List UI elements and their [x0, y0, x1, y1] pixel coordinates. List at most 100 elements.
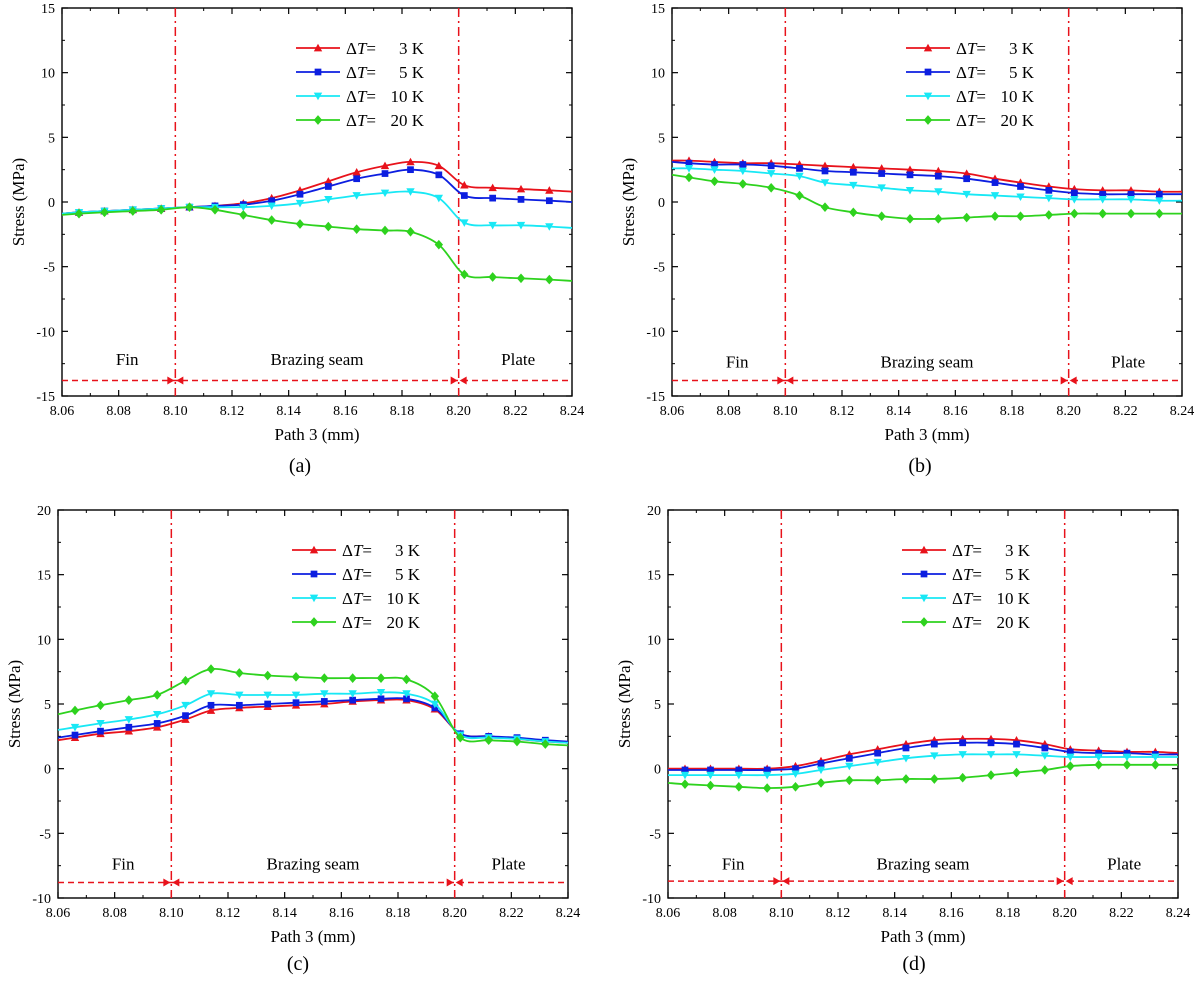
series-3k	[61, 157, 573, 216]
data-point	[1151, 753, 1160, 762]
x-tick-label: 8.18	[390, 404, 415, 419]
data-point	[267, 215, 276, 225]
data-point	[1012, 767, 1021, 778]
data-point	[434, 239, 444, 250]
data-point	[377, 695, 385, 703]
region-arrows	[668, 877, 1178, 886]
series-5k	[668, 739, 1179, 774]
data-point	[680, 779, 690, 790]
data-point	[207, 701, 215, 709]
y-tick-label: -5	[43, 261, 55, 276]
data-point	[873, 758, 882, 767]
legend-marker	[924, 68, 932, 76]
y-axis-label: Stress (MPa)	[5, 660, 24, 748]
data-point	[545, 197, 553, 205]
data-point	[817, 760, 825, 767]
x-tick-label: 8.22	[503, 404, 528, 419]
data-point	[958, 772, 967, 783]
data-point	[1017, 183, 1024, 190]
legend-marker	[310, 570, 318, 578]
data-point	[124, 726, 134, 735]
series-line	[671, 167, 1183, 202]
data-point	[878, 170, 886, 177]
data-point	[460, 219, 469, 227]
x-tick-label: 8.10	[159, 906, 184, 921]
legend-label: ΔT= 10 K	[956, 87, 1035, 106]
y-tick-label: 0	[654, 763, 661, 778]
data-point	[934, 166, 943, 175]
data-point	[1044, 210, 1054, 220]
data-point	[235, 691, 244, 700]
y-tick-label: 10	[647, 633, 661, 648]
data-point	[1127, 190, 1135, 198]
data-point	[320, 698, 328, 705]
data-point	[684, 165, 694, 173]
y-tick-label: 0	[44, 763, 51, 778]
x-tick-label: 8.10	[163, 404, 188, 419]
data-point	[406, 157, 415, 166]
data-point	[239, 210, 248, 220]
data-point	[156, 204, 166, 215]
region-label-fin: Fin	[722, 855, 745, 874]
region-label-plate: Plate	[492, 855, 526, 874]
y-tick-label: 15	[651, 2, 665, 17]
x-tick-label: 8.24	[560, 404, 585, 419]
data-point	[70, 705, 80, 716]
data-point	[991, 179, 999, 186]
data-point	[406, 226, 415, 237]
data-point	[349, 696, 357, 704]
x-tick-label: 8.20	[1056, 404, 1081, 419]
y-axis-ticks: -10 -5 0 5 10 15 20	[32, 504, 568, 907]
y-axis-ticks: -15 -10 -5 0 5 10 15	[646, 2, 1182, 405]
data-point	[849, 181, 858, 190]
data-point	[963, 175, 971, 183]
legend-label: ΔT= 3 K	[342, 541, 421, 560]
data-point	[877, 211, 886, 222]
x-tick-label: 8.18	[386, 906, 411, 921]
data-point	[268, 197, 276, 205]
legend-label: ΔT= 5 K	[346, 63, 425, 82]
data-point	[821, 167, 829, 175]
legend-marker	[923, 43, 933, 52]
data-point	[185, 202, 194, 213]
chart-panel-a: 8.06 8.08 8.10 8.12 8.14 8.16 8.18 8.20 8.22 8.24…	[9, 2, 584, 477]
region-arrow-head	[455, 878, 463, 887]
x-tick-label: 8.16	[333, 404, 358, 419]
data-point	[128, 206, 138, 216]
data-point	[484, 735, 493, 746]
data-point	[849, 207, 858, 218]
legend-marker	[313, 115, 323, 125]
data-point	[680, 771, 690, 780]
x-tick-label: 8.20	[1052, 906, 1077, 921]
data-point	[987, 739, 995, 747]
data-point	[125, 723, 133, 731]
legend-label: ΔT= 20 K	[952, 613, 1031, 632]
panel-label: (b)	[908, 455, 931, 477]
data-point	[96, 700, 105, 711]
legend-marker	[309, 594, 319, 603]
data-point	[324, 221, 333, 232]
data-point	[901, 774, 911, 784]
legend-label: ΔT= 5 K	[342, 565, 421, 584]
data-point	[407, 166, 414, 174]
x-axis-label: Path 3 (mm)	[271, 927, 356, 946]
x-tick-label: 8.18	[996, 906, 1021, 921]
y-tick-label: -10	[646, 325, 665, 340]
data-point	[291, 691, 301, 700]
y-tick-label: -5	[653, 261, 665, 276]
data-point	[376, 689, 386, 697]
data-point	[959, 739, 967, 747]
data-point	[873, 775, 882, 786]
data-point	[877, 164, 886, 172]
x-tick-label: 8.08	[716, 404, 741, 419]
data-point	[816, 778, 826, 788]
data-point	[1155, 208, 1164, 219]
legend-label: ΔT= 5 K	[956, 63, 1035, 82]
data-point	[402, 690, 411, 698]
plot-frame	[667, 509, 1179, 899]
data-point	[706, 780, 715, 791]
series-10k	[668, 751, 1178, 780]
data-point	[791, 770, 800, 779]
legend-marker	[919, 594, 929, 603]
data-point	[348, 690, 357, 698]
